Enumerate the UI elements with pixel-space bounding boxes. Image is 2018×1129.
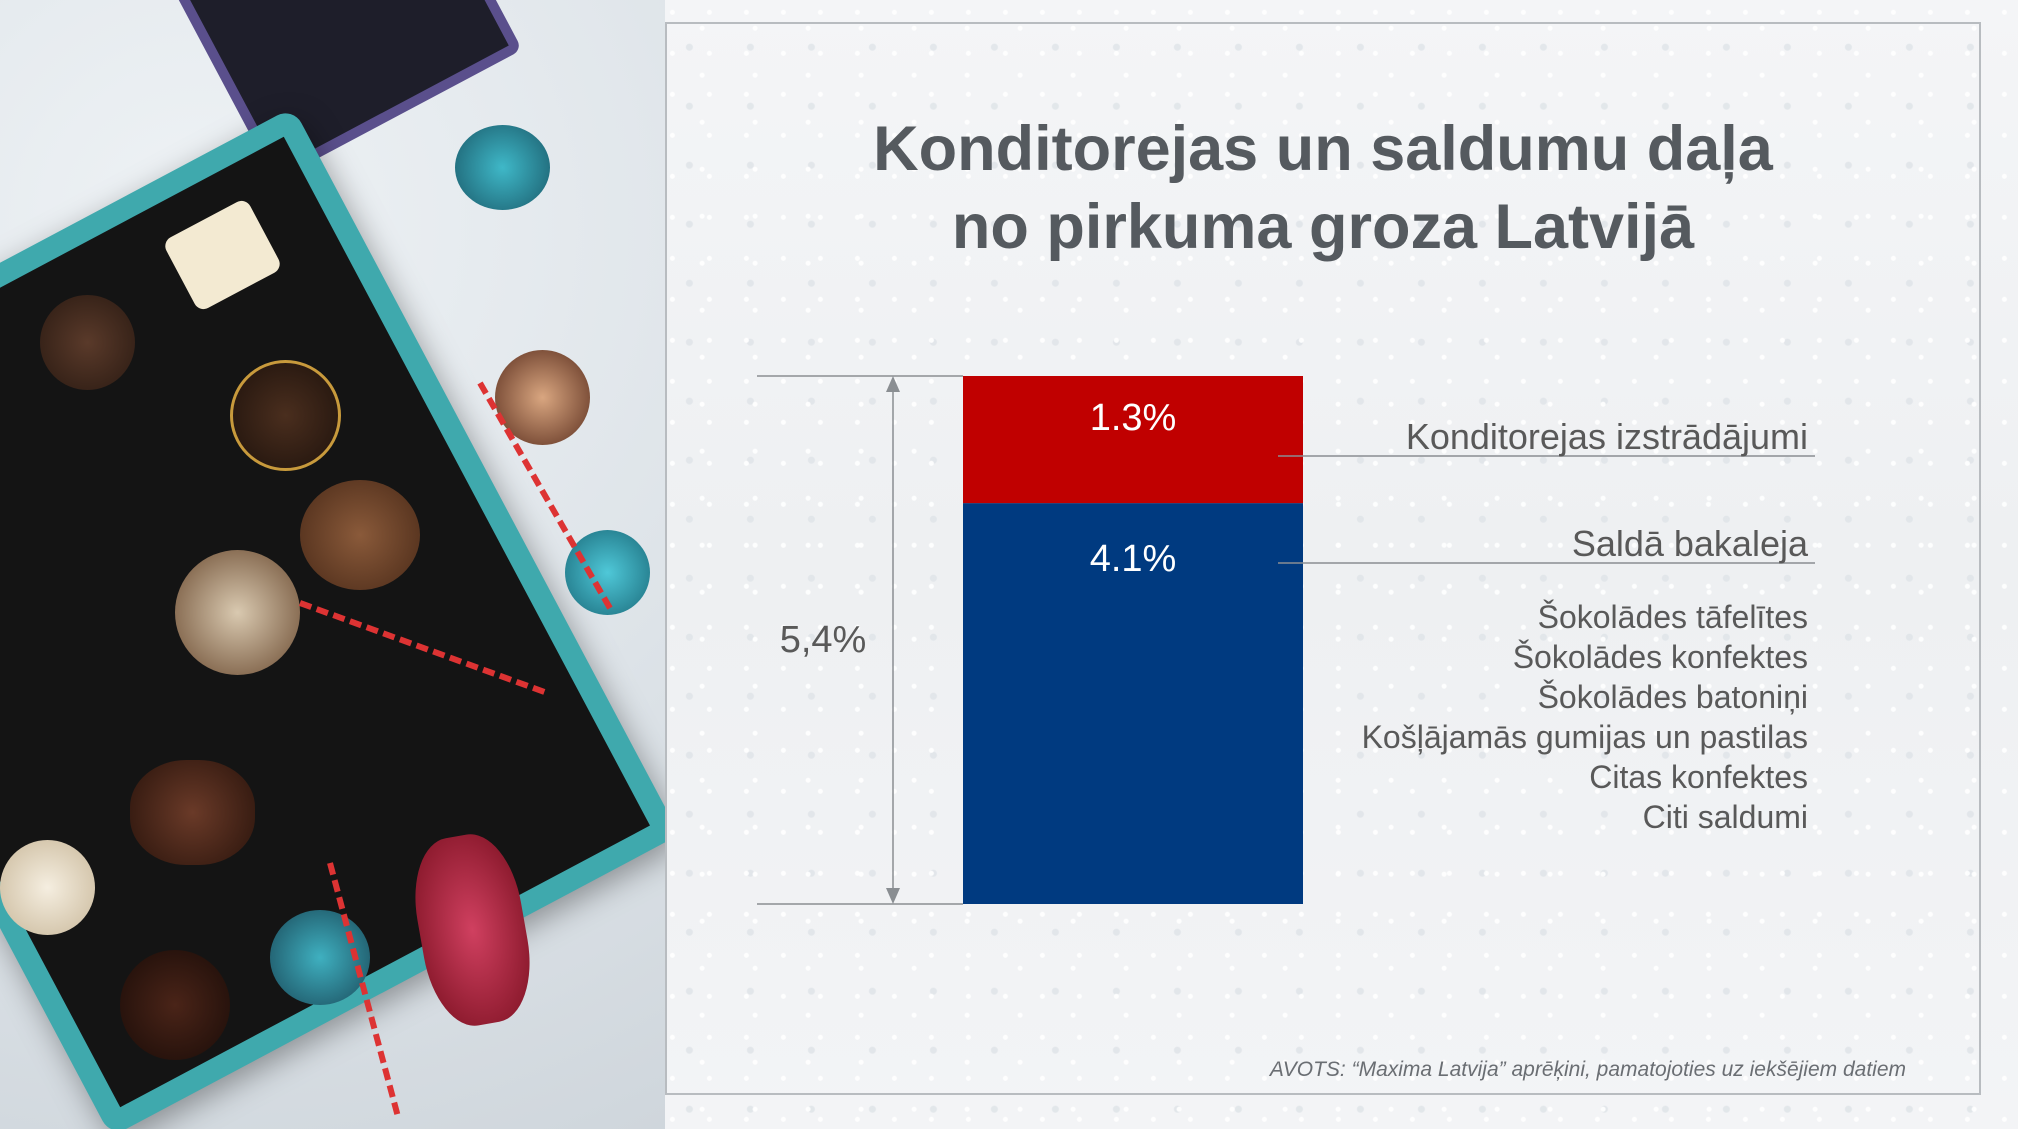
snow-background (665, 0, 2018, 1129)
sub-item: Šokolādes tāfelītes (1538, 599, 1808, 635)
blue-wrapped-candy-3 (270, 910, 370, 1005)
dark-leaf-chocolate (120, 950, 230, 1060)
value-label-blue: 4.1% (1090, 538, 1177, 580)
sub-item: Šokolādes konfektes (1513, 639, 1808, 675)
chart-layer: 4.1% 1.3% 5,4% Konditorejas izstrādājumi Sal… (757, 375, 1815, 905)
bracket-arrow-up (886, 376, 900, 392)
gold-swirl-chocolate (230, 360, 341, 471)
caramel-chocolate (495, 350, 590, 445)
truffle-chocolate (40, 295, 135, 390)
total-label: 5,4% (780, 619, 867, 661)
title-line-2: no pirkuma groza Latvijā (951, 192, 1695, 262)
sub-item: Citas konfektes (1589, 759, 1808, 795)
sub-item: Citi saldumi (1643, 799, 1808, 835)
chocolate-box-photo (0, 0, 665, 1129)
sub-item: Košļājamās gumijas un pastilas (1362, 719, 1808, 755)
source-note: AVOTS: “Maxima Latvija” aprēķini, pamato… (1269, 1058, 1906, 1081)
blue-wrapped-candy-2 (565, 530, 650, 615)
coconut-chocolate (175, 550, 300, 675)
white-fruit-chocolate (0, 840, 95, 935)
striped-chocolate (300, 480, 420, 590)
heart-chocolate (130, 760, 255, 865)
chart-title: Konditorejas un saldumu daļa no pirkuma … (665, 110, 1981, 266)
legend-label-blue: Saldā bakaleja (1572, 523, 1809, 564)
bracket-arrow-down (886, 888, 900, 904)
bar-segment-1 (963, 376, 1303, 504)
sub-item: Šokolādes batoniņi (1538, 679, 1808, 715)
legend-label-red: Konditorejas izstrādājumi (1406, 416, 1808, 457)
bar-segment-0 (963, 503, 1303, 904)
slide-frame (665, 22, 1981, 1095)
value-label-red: 1.3% (1090, 397, 1177, 439)
blue-wrapped-candy (455, 125, 550, 210)
title-line-1: Konditorejas un saldumu daļa (873, 114, 1773, 184)
